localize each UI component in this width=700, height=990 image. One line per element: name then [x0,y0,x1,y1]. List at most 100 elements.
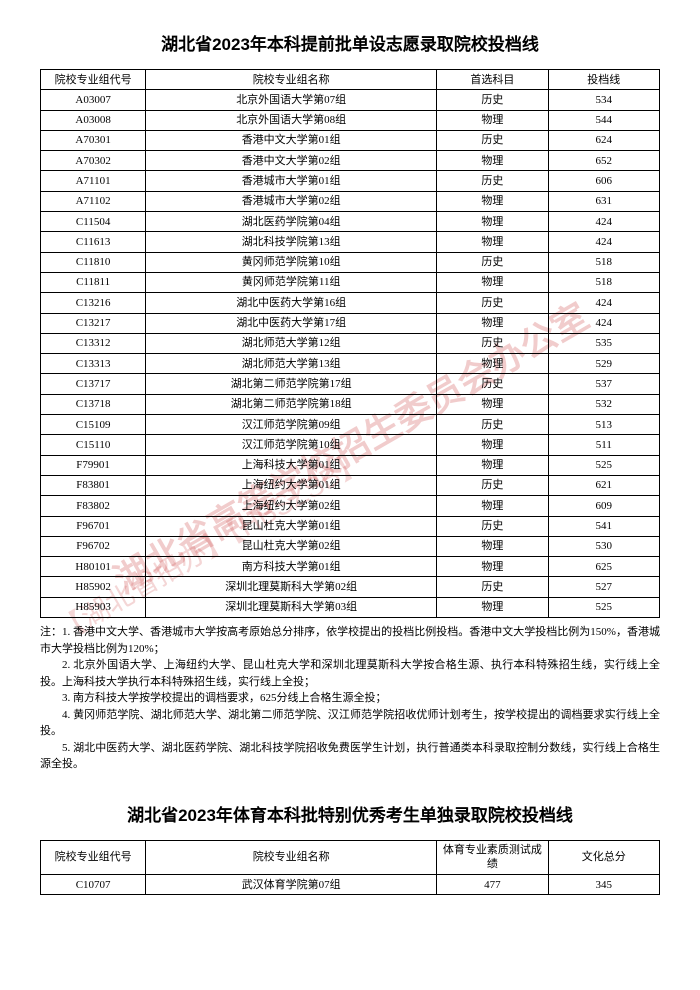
table-cell: 345 [548,875,659,895]
table-cell: 424 [548,212,659,232]
table-cell: 湖北第二师范学院第18组 [146,394,437,414]
table-cell: C11811 [41,272,146,292]
table-cell: 物理 [437,354,548,374]
table-cell: 历史 [437,90,548,110]
table-cell: 香港中文大学第01组 [146,130,437,150]
header-test-score: 体育专业素质测试成绩 [437,840,548,875]
table-row: C10707武汉体育学院第07组477345 [41,875,660,895]
table-cell: H85902 [41,577,146,597]
table-cell: 625 [548,557,659,577]
table-cell: C13313 [41,354,146,374]
table-cell: 544 [548,110,659,130]
header-name: 院校专业组名称 [146,840,437,875]
table-cell: 物理 [437,232,548,252]
table-row: A70302香港中文大学第02组物理652 [41,151,660,171]
table-row: H85902深圳北理莫斯科大学第02组历史527 [41,577,660,597]
header-culture-score: 文化总分 [548,840,659,875]
table-cell: C15110 [41,435,146,455]
table-cell: F96701 [41,516,146,536]
table-cell: F79901 [41,455,146,475]
table-cell: 518 [548,252,659,272]
table-cell: 物理 [437,151,548,171]
table-cell: 物理 [437,536,548,556]
table-cell: 湖北医药学院第04组 [146,212,437,232]
table-cell: 黄冈师范学院第11组 [146,272,437,292]
table-cell: 历史 [437,252,548,272]
table-row: H80101南方科技大学第01组物理625 [41,557,660,577]
table-cell: 湖北科技学院第13组 [146,232,437,252]
main-title-1: 湖北省2023年本科提前批单设志愿录取院校投档线 [40,30,660,55]
table-cell: C15109 [41,415,146,435]
notes-section: 注：1. 香港中文大学、香港城市大学按高考原始总分排序，依学校提出的投档比例投档… [40,624,660,773]
table-cell: 武汉体育学院第07组 [146,875,437,895]
table-cell: 631 [548,191,659,211]
table-cell: 物理 [437,272,548,292]
table-cell: 昆山杜克大学第02组 [146,536,437,556]
header-code: 院校专业组代号 [41,840,146,875]
table-cell: 物理 [437,191,548,211]
table-cell: 上海纽约大学第01组 [146,475,437,495]
table-row: F83802上海纽约大学第02组物理609 [41,496,660,516]
table-cell: 物理 [437,212,548,232]
table-cell: 424 [548,313,659,333]
table-cell: 湖北师范大学第13组 [146,354,437,374]
table-row: C11613湖北科技学院第13组物理424 [41,232,660,252]
table-cell: H85903 [41,597,146,617]
table-cell: 历史 [437,577,548,597]
table-cell: 518 [548,272,659,292]
table-cell: 深圳北理莫斯科大学第03组 [146,597,437,617]
table-cell: C13312 [41,333,146,353]
table-cell: 物理 [437,313,548,333]
table-cell: 历史 [437,130,548,150]
table-cell: 621 [548,475,659,495]
table-cell: 历史 [437,475,548,495]
table-cell: 529 [548,354,659,374]
table-cell: C13216 [41,293,146,313]
table-cell: C13718 [41,394,146,414]
table-row: A03007北京外国语大学第07组历史534 [41,90,660,110]
table-cell: 534 [548,90,659,110]
table-cell: 历史 [437,516,548,536]
table-row: A03008北京外国语大学第08组物理544 [41,110,660,130]
table-cell: 物理 [437,597,548,617]
table-cell: 477 [437,875,548,895]
table-cell: 汉江师范学院第09组 [146,415,437,435]
table-row: C13312湖北师范大学第12组历史535 [41,333,660,353]
table-cell: A70302 [41,151,146,171]
table-cell: 535 [548,333,659,353]
table-cell: 609 [548,496,659,516]
note-line: 5. 湖北中医药大学、湖北医药学院、湖北科技学院招收免费医学生计划，执行普通类本… [40,740,660,773]
table-cell: F83802 [41,496,146,516]
note-line: 3. 南方科技大学按学校提出的调档要求，625分线上合格生源全投； [40,690,660,707]
table-cell: 537 [548,374,659,394]
table-cell: F96702 [41,536,146,556]
table-cell: 历史 [437,374,548,394]
table-cell: 物理 [437,394,548,414]
table-cell: 525 [548,455,659,475]
table-cell: 深圳北理莫斯科大学第02组 [146,577,437,597]
table-row: A71101香港城市大学第01组历史606 [41,171,660,191]
table-row: C13313湖北师范大学第13组物理529 [41,354,660,374]
table-row: C13217湖北中医药大学第17组物理424 [41,313,660,333]
table-cell: 624 [548,130,659,150]
table-row: C13216湖北中医药大学第16组历史424 [41,293,660,313]
table-cell: C11504 [41,212,146,232]
header-score: 投档线 [548,70,659,90]
table-cell: 湖北中医药大学第17组 [146,313,437,333]
table-cell: 物理 [437,455,548,475]
table-cell: 652 [548,151,659,171]
table-row: C15110汉江师范学院第10组物理511 [41,435,660,455]
admission-table-1: 院校专业组代号 院校专业组名称 首选科目 投档线 A03007北京外国语大学第0… [40,69,660,618]
table-row: C13717湖北第二师范学院第17组历史537 [41,374,660,394]
table-cell: 历史 [437,333,548,353]
table-cell: 525 [548,597,659,617]
table-row: C11504湖北医药学院第04组物理424 [41,212,660,232]
table-cell: 历史 [437,171,548,191]
table-cell: A03007 [41,90,146,110]
header-subject: 首选科目 [437,70,548,90]
table-cell: 香港中文大学第02组 [146,151,437,171]
table-row: F96702昆山杜克大学第02组物理530 [41,536,660,556]
note-line: 4. 黄冈师范学院、湖北师范大学、湖北第二师范学院、汉江师范学院招收优师计划考生… [40,707,660,740]
table-header-row: 院校专业组代号 院校专业组名称 首选科目 投档线 [41,70,660,90]
table-cell: 北京外国语大学第08组 [146,110,437,130]
